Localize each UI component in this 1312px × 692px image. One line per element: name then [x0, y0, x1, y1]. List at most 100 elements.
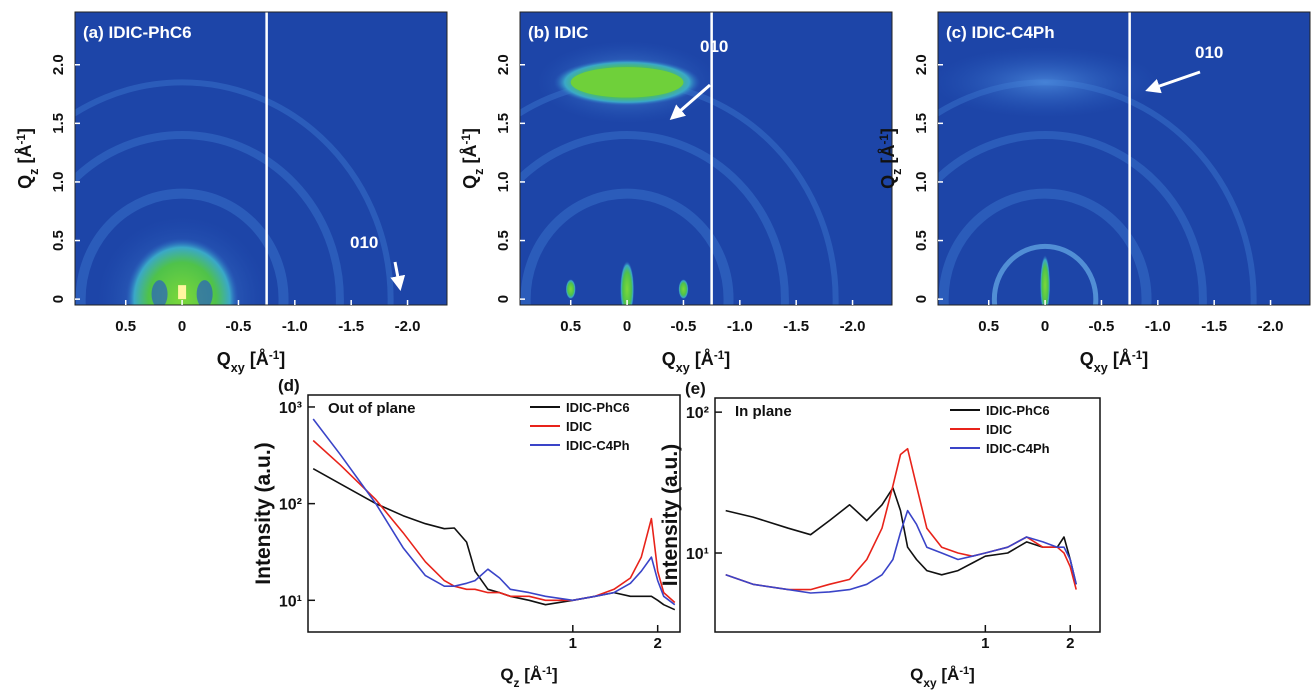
label-part: ]	[724, 349, 730, 369]
label-part: z	[472, 169, 486, 175]
panel-title: (a) IDIC-PhC6	[83, 23, 192, 42]
label-part: ]	[15, 128, 35, 134]
axis-label: Qz [Å-1]	[460, 128, 487, 189]
x-tick-label: 2	[1066, 635, 1074, 652]
y-tick-label: 2.0	[495, 54, 512, 75]
scattering-image	[938, 12, 1310, 305]
ring	[520, 131, 789, 305]
plot-frame	[714, 397, 1101, 633]
label-part: xy	[923, 676, 937, 690]
inner-dark	[196, 280, 213, 305]
annotation: 010	[350, 233, 378, 252]
y-tick-label: 2.0	[50, 54, 67, 75]
panel-title: (c) IDIC-C4Ph	[946, 23, 1055, 42]
x-tick-label: 0.5	[560, 318, 581, 335]
y-tick-label: 1.0	[50, 172, 67, 193]
plot-lines	[725, 447, 1077, 594]
axis-label: Qz [Å-1]	[15, 128, 42, 189]
streak	[678, 279, 689, 300]
label-part: ]	[969, 665, 975, 684]
label-part: Q	[460, 175, 480, 189]
label-part: Q	[662, 349, 676, 369]
label-part: [Å	[1108, 349, 1132, 369]
label-part: -1	[15, 134, 28, 145]
y-tick-label: 10²	[686, 405, 709, 422]
label-part: [Å	[520, 665, 543, 684]
panel-title: In plane	[735, 403, 792, 420]
ring	[75, 131, 344, 305]
label-part: z	[27, 169, 41, 175]
label-part: -1	[269, 349, 280, 362]
plot-frame	[307, 394, 681, 633]
frame	[519, 11, 893, 306]
frame	[937, 11, 1311, 306]
y-tick-label: 10²	[279, 497, 302, 514]
x-tick-label: -0.5	[1089, 318, 1115, 335]
inner-dark	[151, 280, 168, 305]
y-tick-label: 0	[50, 295, 67, 303]
x-tick-label: -0.5	[226, 318, 252, 335]
label-part: ]	[279, 349, 285, 369]
legend-label: IDIC-PhC6	[566, 400, 630, 415]
label-part: -1	[959, 665, 969, 677]
x-tick-label: 0	[1041, 318, 1049, 335]
arc-010	[938, 47, 1158, 118]
label-part: Q	[878, 175, 898, 189]
streak	[620, 261, 635, 305]
series-line	[725, 487, 1077, 585]
series-line	[312, 439, 676, 604]
x-tick-label: -1.5	[338, 318, 364, 335]
panel-title: Out of plane	[328, 400, 416, 417]
y-tick-label: 1.5	[913, 113, 930, 134]
y-tick-label: 0.5	[50, 230, 67, 251]
y-tick-label: 1.5	[50, 113, 67, 134]
label-part: -1	[460, 134, 473, 145]
label-part: xy	[1094, 361, 1108, 375]
scattering-image	[520, 12, 892, 305]
label-part: xy	[231, 361, 245, 375]
y-tick-label: 2.0	[913, 54, 930, 75]
axis-label: Qxy [Å-1]	[662, 349, 730, 376]
x-tick-label: -1.5	[783, 318, 809, 335]
ring	[75, 188, 289, 305]
axis-label: Qxy [Å-1]	[910, 665, 975, 690]
x-tick-label: -1.0	[1145, 318, 1171, 335]
ring	[520, 188, 734, 305]
label-part: [Å	[15, 145, 35, 169]
streak	[1040, 255, 1051, 305]
label-part: ]	[1142, 349, 1148, 369]
x-tick-label: 0	[178, 318, 186, 335]
y-tick-label: 1.5	[495, 113, 512, 134]
y-tick-label: 0	[495, 295, 512, 303]
y-tick-label: 0	[913, 295, 930, 303]
axis-label: Intensity (a.u.)	[252, 442, 275, 584]
x-tick-label: 0.5	[115, 318, 136, 335]
label-part: z	[890, 169, 904, 175]
legend-label: IDIC-PhC6	[986, 403, 1050, 418]
x-tick-label: 0	[623, 318, 631, 335]
label-part: Q	[910, 665, 923, 684]
y-tick-label: 0.5	[495, 230, 512, 251]
annotation: 010	[1195, 43, 1223, 62]
label-part: ]	[552, 665, 558, 684]
legend-label: IDIC	[566, 419, 593, 434]
label-part: -1	[542, 665, 552, 677]
label-part: [Å	[460, 145, 480, 169]
x-tick-label: -2.0	[1258, 318, 1284, 335]
x-tick-label: 1	[569, 635, 577, 652]
label-part: Q	[500, 665, 513, 684]
plot-lines	[312, 418, 676, 611]
y-tick-label: 10¹	[279, 593, 302, 610]
panel-title: (b) IDIC	[528, 23, 588, 42]
x-tick-label: -2.0	[840, 318, 866, 335]
axis-label: Qz [Å-1]	[878, 128, 905, 189]
label-part: [Å	[878, 145, 898, 169]
x-tick-label: -1.0	[282, 318, 308, 335]
ring	[75, 79, 394, 305]
axis-label: Qz [Å-1]	[500, 665, 557, 690]
beam-stop	[178, 285, 187, 300]
small-ring	[991, 243, 1099, 305]
label-part: Q	[217, 349, 231, 369]
legend-label: IDIC-C4Ph	[986, 441, 1050, 456]
